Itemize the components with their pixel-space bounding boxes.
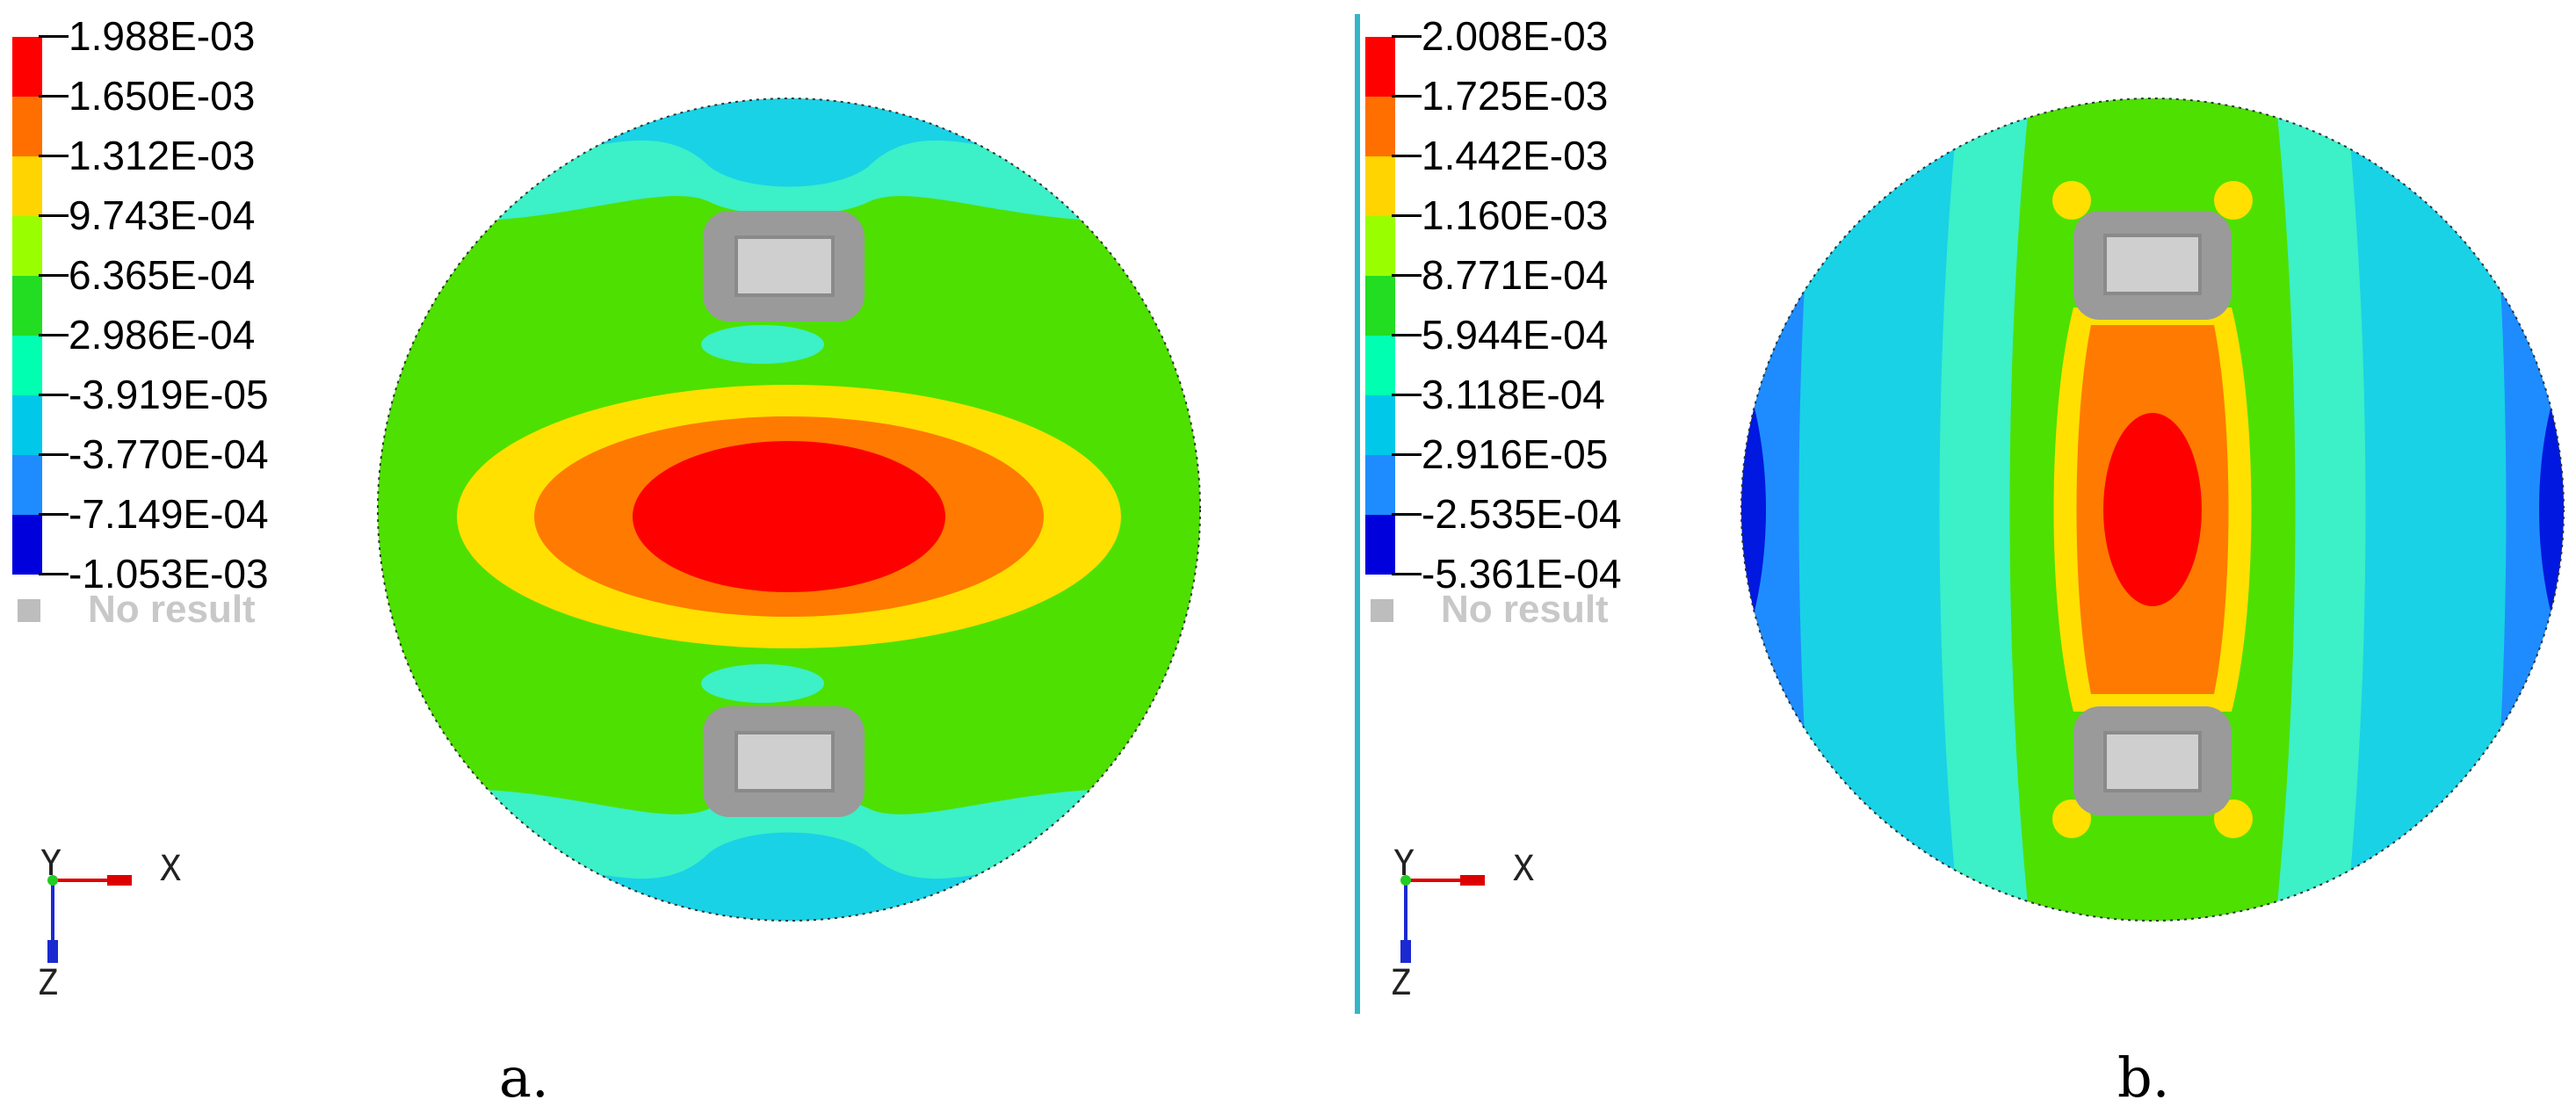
region-top-mint-spot (701, 325, 824, 364)
legend-value: 6.365E-04 (69, 252, 256, 298)
legend-swatch (1365, 455, 1395, 515)
spot-bottom-left (2052, 799, 2091, 838)
legend-tick (39, 214, 69, 217)
legend-swatch (12, 37, 42, 97)
no-result-label: No result (1441, 588, 1609, 631)
axis-label-x: X (160, 849, 182, 889)
legend-tick (1392, 394, 1422, 396)
legend-tick (39, 334, 69, 336)
spot-top-right (2214, 181, 2253, 220)
legend-swatch (1365, 216, 1395, 276)
legend-tick (1392, 274, 1422, 277)
panel-divider (1355, 14, 1360, 1014)
legend-tick (39, 95, 69, 98)
region-red (633, 441, 945, 592)
axis-triad-a (47, 875, 132, 963)
legend-value: 8.771E-04 (1422, 252, 1609, 298)
axis-label-y: Y (1393, 843, 1415, 884)
legend-value: 1.312E-03 (69, 133, 256, 178)
spot-bottom-right (2214, 799, 2253, 838)
legend-tick (39, 453, 69, 456)
legend-swatch (12, 216, 42, 276)
legend-tick (1392, 573, 1422, 575)
legend-tick (39, 155, 69, 157)
caption-b: b. (2117, 1045, 2170, 1110)
legend-value: 1.442E-03 (1422, 133, 1609, 178)
legend-tick (1392, 334, 1422, 336)
panel-a: 1.988E-03 1.650E-03 1.312E-03 9.743E-04 6.36… (0, 0, 1283, 1114)
legend-value: 1.725E-03 (1422, 73, 1609, 119)
legend-swatch (1365, 37, 1395, 97)
legend-tick (1392, 453, 1422, 456)
plate-top-inner (734, 235, 835, 297)
legend-value: 2.008E-03 (1422, 13, 1609, 59)
legend-swatch (1365, 97, 1395, 156)
legend-tick (1392, 513, 1422, 516)
legend-swatch (12, 395, 42, 455)
legend-swatch (12, 156, 42, 216)
legend-tick (1392, 155, 1422, 157)
legend-value: -2.535E-04 (1422, 491, 1622, 537)
axis-label-z: Z (37, 963, 59, 1003)
legend-swatch (1365, 515, 1395, 575)
legend-value: -3.770E-04 (69, 431, 269, 477)
plate-bottom-inner (734, 731, 835, 792)
contour-plot-a (377, 98, 1201, 922)
legend-value: 2.986E-04 (69, 312, 256, 358)
plate-bottom-inner (2103, 731, 2202, 792)
legend-swatch (12, 515, 42, 575)
axis-label-y: Y (40, 843, 62, 884)
legend-tick (39, 513, 69, 516)
legend-value: -1.053E-03 (69, 551, 269, 597)
axis-label-x: X (1513, 849, 1535, 889)
circle-outline (1740, 98, 2565, 922)
legend-value: 1.650E-03 (69, 73, 256, 119)
legend-swatch (1365, 336, 1395, 395)
axis-triad-b (1400, 875, 1485, 963)
legend-value: -3.919E-05 (69, 372, 269, 417)
legend-swatch (12, 336, 42, 395)
legend-tick (1392, 35, 1422, 38)
legend-swatch (12, 455, 42, 515)
legend-value: 2.916E-05 (1422, 431, 1609, 477)
legend-swatch (1365, 276, 1395, 336)
legend-tick (39, 274, 69, 277)
legend-value: 1.160E-03 (1422, 192, 1609, 238)
circle-outline (377, 98, 1201, 922)
legend-value: 1.988E-03 (69, 13, 256, 59)
panel-b: 2.008E-03 1.725E-03 1.442E-03 1.160E-03 8.77… (1353, 0, 2576, 1114)
legend-tick (39, 394, 69, 396)
caption-a: a. (499, 1045, 549, 1110)
contour-plot-b (1740, 98, 2565, 922)
legend-swatch (1365, 156, 1395, 216)
legend-value: -7.149E-04 (69, 491, 269, 537)
legend-value: 3.118E-04 (1422, 372, 1605, 417)
legend-swatch (12, 97, 42, 156)
no-result-label: No result (88, 588, 256, 631)
plate-top-inner (2103, 234, 2202, 295)
legend-value: 9.743E-04 (69, 192, 256, 238)
region-bottom-mint-spot (701, 664, 824, 703)
legend-value: -5.361E-04 (1422, 551, 1622, 597)
no-result-swatch (18, 599, 40, 622)
legend-value: 5.944E-04 (1422, 312, 1609, 358)
legend-swatch (1365, 395, 1395, 455)
spot-top-left (2052, 181, 2091, 220)
no-result-swatch (1371, 599, 1393, 622)
region-red (2103, 413, 2202, 606)
legend-tick (1392, 95, 1422, 98)
axis-label-z: Z (1390, 963, 1412, 1003)
legend-swatch (12, 276, 42, 336)
legend-tick (39, 35, 69, 38)
legend-tick (39, 573, 69, 575)
legend-tick (1392, 214, 1422, 217)
